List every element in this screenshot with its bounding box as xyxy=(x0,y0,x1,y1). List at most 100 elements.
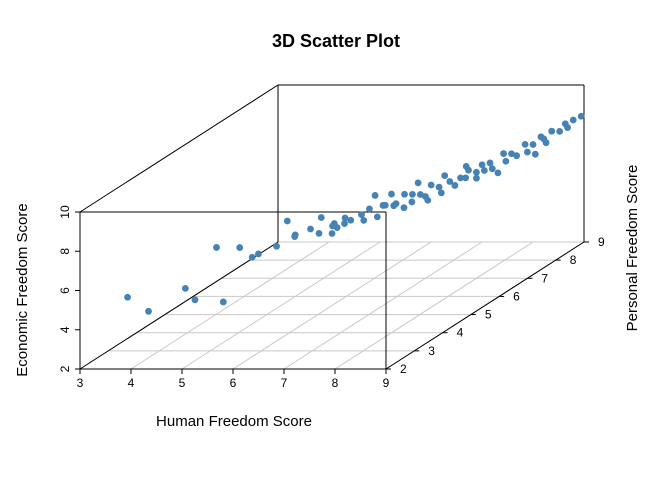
chart-title: 3D Scatter Plot xyxy=(272,31,400,51)
data-point xyxy=(358,211,365,219)
data-point xyxy=(248,253,256,261)
x-tick-label: 7 xyxy=(281,376,288,390)
data-point xyxy=(213,244,220,251)
data-point xyxy=(569,116,577,124)
x-tick-label: 5 xyxy=(179,376,186,390)
grid-line-x xyxy=(334,241,534,370)
data-point xyxy=(446,178,454,185)
y-tick-label: 8 xyxy=(570,253,577,267)
data-point xyxy=(451,182,459,189)
data-point xyxy=(473,168,480,176)
z-tick-label: 6 xyxy=(58,287,72,294)
data-point xyxy=(435,183,443,191)
data-point xyxy=(500,150,507,157)
data-point xyxy=(124,293,131,301)
data-point xyxy=(273,242,280,250)
y-tick-label: 7 xyxy=(541,271,548,285)
data-point xyxy=(521,140,529,148)
grid-line-x xyxy=(181,241,381,370)
data-point xyxy=(577,112,585,120)
data-point xyxy=(462,163,470,170)
data-point xyxy=(145,307,152,315)
data-point xyxy=(341,220,348,227)
y-tick-label: 9 xyxy=(598,235,605,249)
data-point xyxy=(291,233,299,240)
y-axis-label: Personal Freedom Score xyxy=(624,165,641,332)
data-point xyxy=(317,214,325,221)
data-point xyxy=(531,150,539,158)
x-tick-label: 8 xyxy=(332,376,339,390)
z-tick-label: 2 xyxy=(58,365,72,372)
data-point xyxy=(457,174,464,182)
x-tick-label: 6 xyxy=(230,376,237,390)
data-point xyxy=(488,165,496,173)
x-tick-label: 3 xyxy=(77,376,84,390)
data-point xyxy=(513,152,521,160)
data-point xyxy=(462,174,470,182)
data-point xyxy=(400,204,408,212)
data-point xyxy=(347,216,355,224)
data-point xyxy=(360,216,368,224)
data-point xyxy=(548,127,556,135)
x-axis-label: Human Freedom Score xyxy=(156,413,312,430)
box-edge xyxy=(79,241,279,370)
box-edge xyxy=(79,84,279,213)
data-point xyxy=(371,192,379,199)
data-point xyxy=(219,298,227,306)
z-axis-label: Economic Freedom Score xyxy=(14,203,31,376)
data-point xyxy=(523,148,531,156)
data-point xyxy=(283,217,291,225)
y-tick-label: 2 xyxy=(400,362,407,376)
data-point xyxy=(478,161,486,169)
z-tick-label: 4 xyxy=(58,326,72,333)
data-point xyxy=(255,250,262,258)
data-point xyxy=(441,172,449,180)
y-tick-label: 4 xyxy=(457,326,464,340)
data-point xyxy=(401,190,408,198)
data-point xyxy=(341,214,349,222)
data-point xyxy=(427,181,435,189)
data-point xyxy=(508,150,515,158)
box-edge xyxy=(385,241,585,370)
z-tick-label: 10 xyxy=(58,205,72,219)
data-point xyxy=(494,169,502,177)
data-point xyxy=(416,191,424,198)
data-point xyxy=(388,190,395,198)
grid-line-x xyxy=(283,241,483,370)
data-point xyxy=(437,189,445,197)
z-tick-label: 8 xyxy=(58,248,72,255)
data-point xyxy=(486,159,494,167)
data-point xyxy=(381,201,389,209)
data-point xyxy=(181,284,189,292)
data-point xyxy=(191,296,199,304)
data-point xyxy=(502,157,510,165)
y-tick-label: 5 xyxy=(485,308,492,322)
data-points xyxy=(124,112,585,315)
data-point xyxy=(236,244,244,251)
grid-line-x xyxy=(130,241,330,370)
data-point xyxy=(366,205,373,213)
data-point xyxy=(409,190,416,198)
data-point xyxy=(328,230,336,237)
x-tick-label: 9 xyxy=(383,376,390,390)
data-point xyxy=(315,229,323,237)
data-point xyxy=(542,139,550,147)
data-point xyxy=(424,196,432,204)
y-tick-label: 6 xyxy=(513,289,520,303)
data-point xyxy=(392,200,400,207)
data-point xyxy=(529,141,537,148)
floor-grid xyxy=(79,241,585,370)
data-point xyxy=(373,213,381,221)
data-point xyxy=(307,225,314,233)
y-tick-label: 3 xyxy=(428,344,435,358)
x-tick-label: 4 xyxy=(128,376,135,390)
data-point xyxy=(330,220,338,227)
data-point xyxy=(408,198,416,206)
data-point xyxy=(564,124,571,131)
data-point xyxy=(473,174,480,182)
data-point xyxy=(480,167,488,174)
grid-line-x xyxy=(232,241,432,370)
data-point xyxy=(556,127,564,135)
